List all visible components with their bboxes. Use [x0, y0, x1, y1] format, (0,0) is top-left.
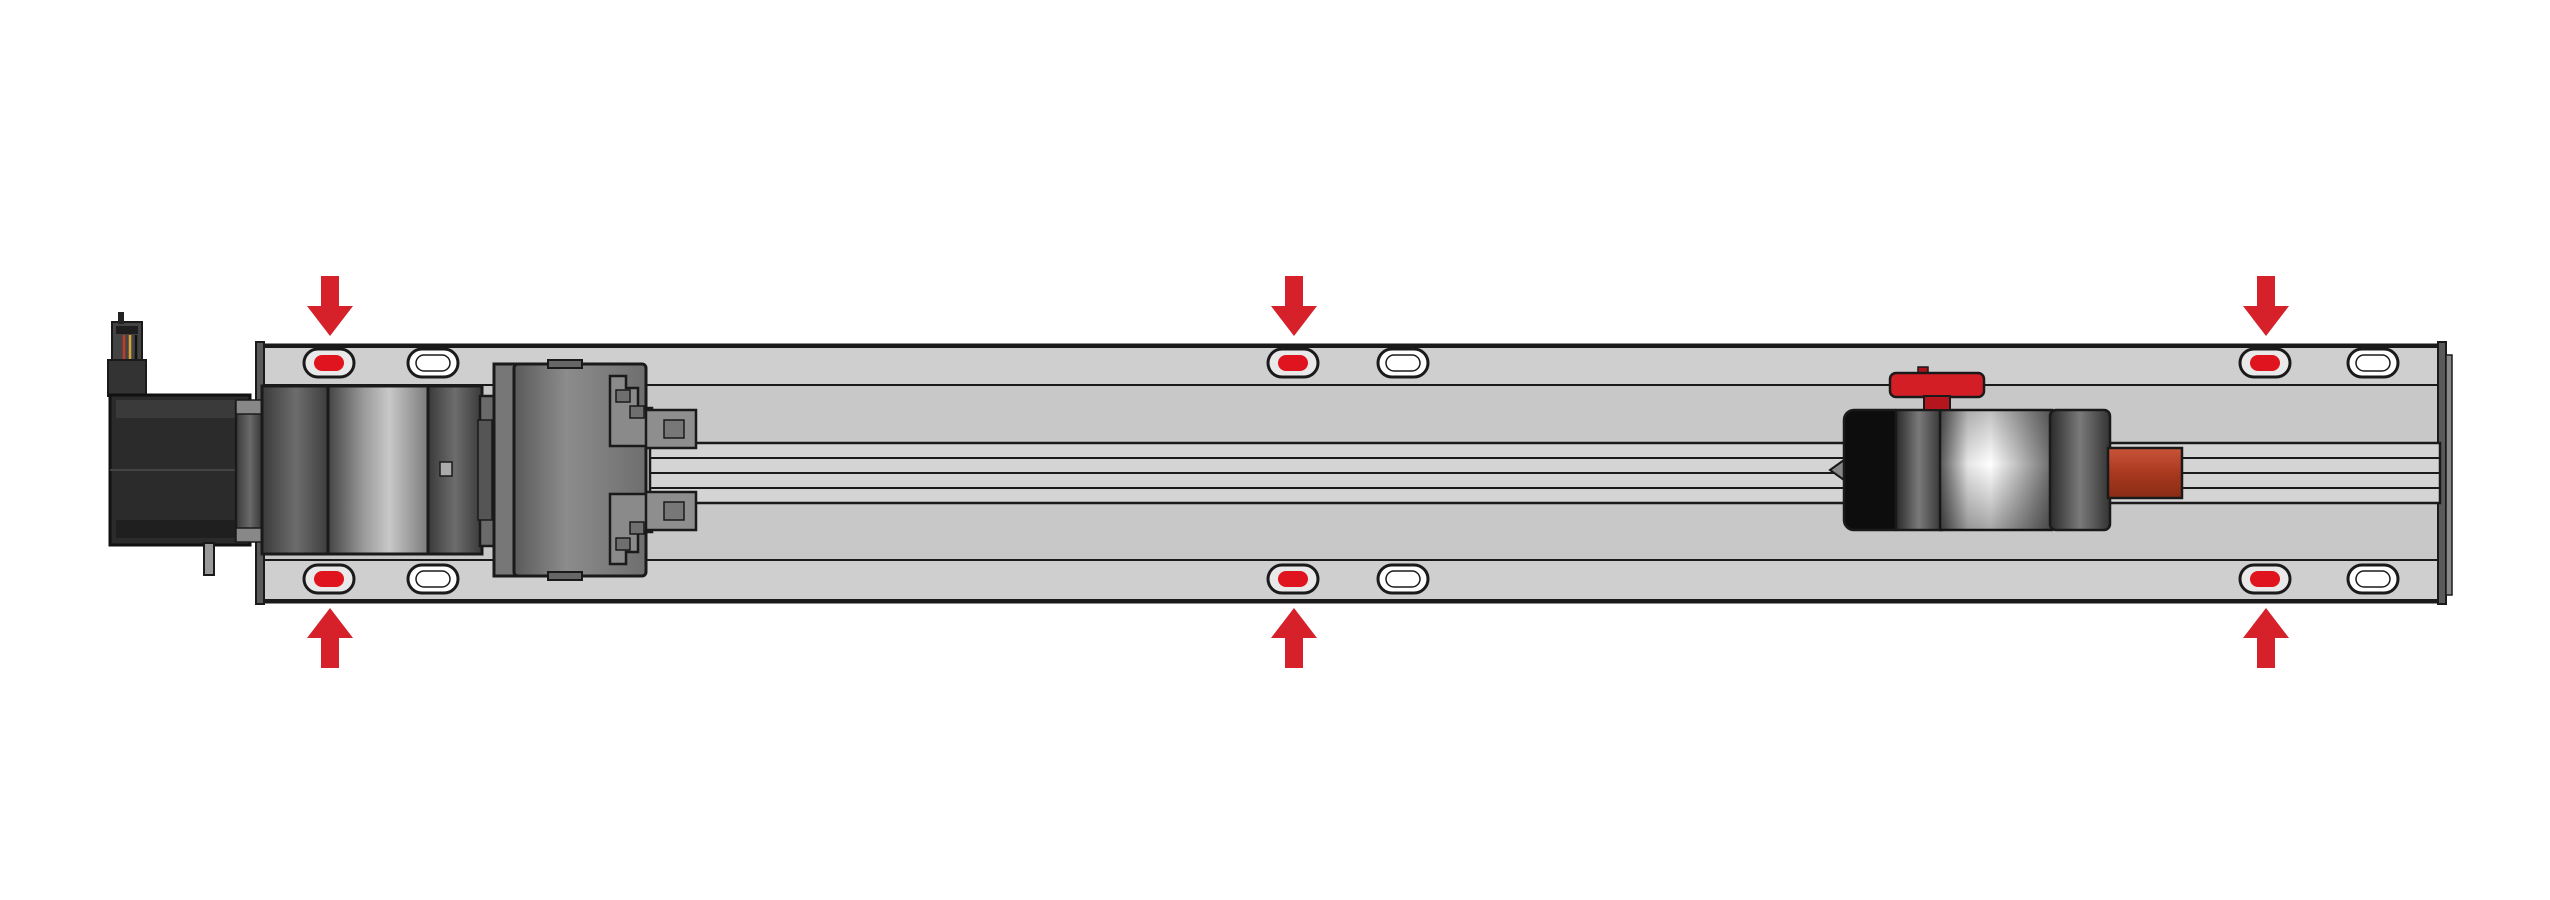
arrow-up-center [1271, 608, 1317, 668]
slot-top-2 [406, 347, 460, 379]
slot-top-4 [1376, 347, 1430, 379]
slot-top-3-marked [1266, 347, 1320, 379]
slot-bottom-5-marked [2238, 563, 2292, 595]
slot-bottom-3-marked [1266, 563, 1320, 595]
slot-bottom-6 [2346, 563, 2400, 595]
slot-bottom-1-marked [302, 563, 356, 595]
stepper-motor [107, 312, 266, 576]
adjustment-knob [1888, 366, 1986, 411]
slot-top-1-marked [302, 347, 356, 379]
slot-top-6 [2346, 347, 2400, 379]
arrow-up-right [2243, 608, 2289, 668]
slot-bottom-2 [406, 563, 460, 595]
mounting-arrows [307, 276, 2289, 668]
jaw-chuck [492, 359, 698, 581]
mounting-slots-top [302, 347, 2400, 379]
slot-bottom-4 [1376, 563, 1430, 595]
arrow-up-left [307, 608, 353, 668]
slot-top-5-marked [2238, 347, 2292, 379]
gear-housing [260, 384, 496, 556]
mounting-slots-bottom [302, 563, 2400, 595]
carriage-cylinder [1828, 366, 2184, 532]
arrow-down-left [307, 276, 353, 336]
arrow-down-center [1271, 276, 1317, 336]
motor-connector [107, 312, 147, 397]
arrow-down-right [2243, 276, 2289, 336]
